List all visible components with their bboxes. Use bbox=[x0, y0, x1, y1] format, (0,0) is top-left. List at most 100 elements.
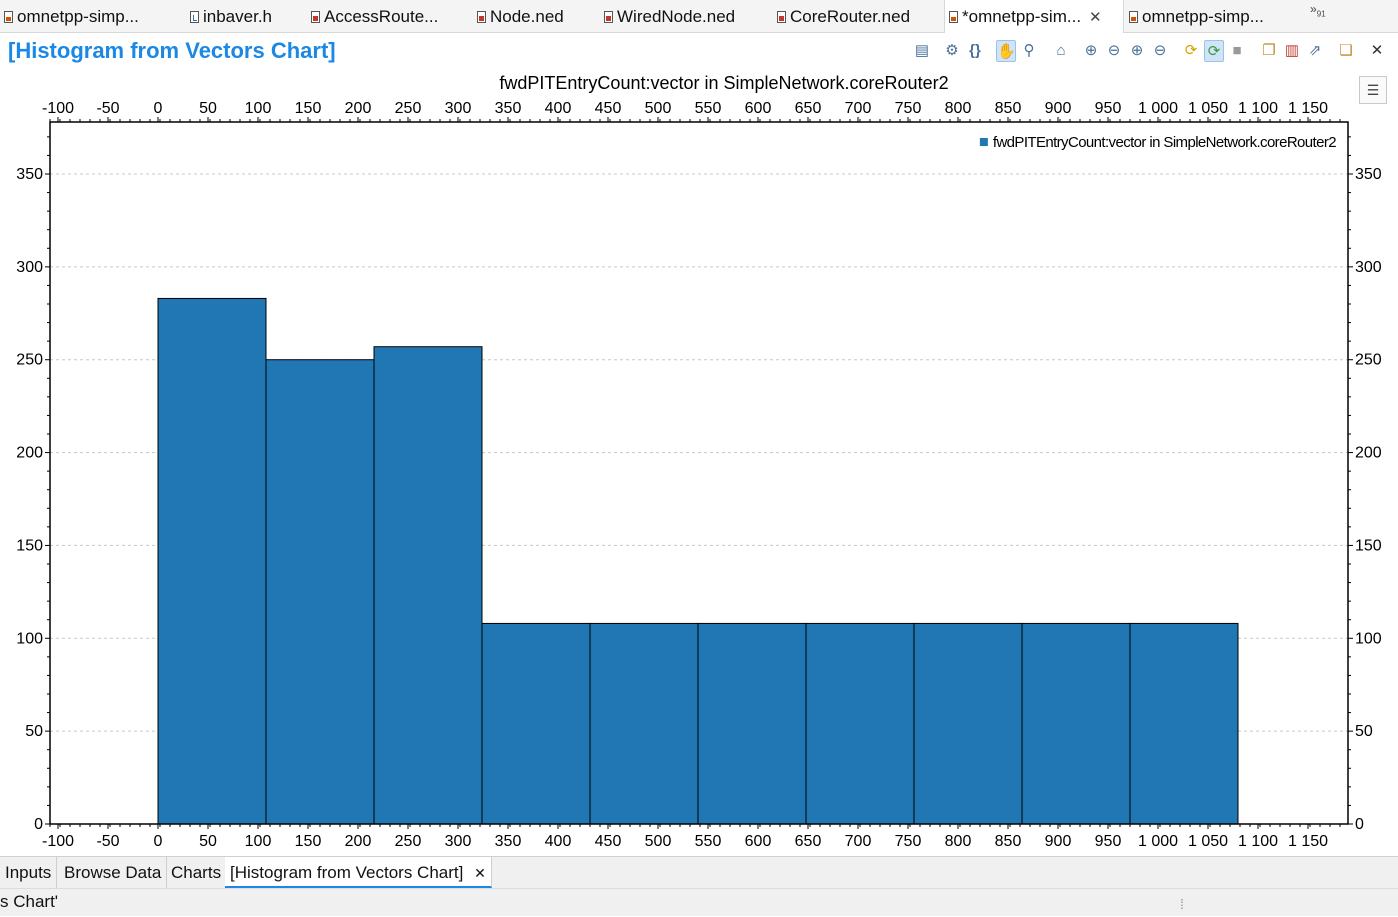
x-tick-label-bottom: 0 bbox=[154, 833, 163, 850]
export-chart-icon[interactable]: ▥ bbox=[1284, 42, 1300, 59]
x-tick-label-top: 1 100 bbox=[1238, 100, 1278, 117]
zoom-icon[interactable]: ⚲ bbox=[1023, 42, 1035, 59]
plot-area-frame bbox=[49, 121, 1349, 825]
tab-histogram-chart[interactable]: [Histogram from Vectors Chart] ✕ bbox=[225, 857, 492, 888]
editor-tab-corerouter-ned[interactable]: CoreRouter.ned bbox=[773, 0, 943, 33]
zoom-out-vertical-icon[interactable]: ⊖ bbox=[1153, 42, 1167, 59]
histogram-bar bbox=[157, 297, 267, 825]
status-bar: s Chart' ⁞ bbox=[0, 888, 1398, 916]
x-tick-label-bottom: 450 bbox=[595, 833, 622, 850]
zoom-out-horizontal-icon[interactable]: ⊖ bbox=[1107, 42, 1121, 59]
x-tick-label-top: 550 bbox=[695, 100, 722, 117]
braces-icon[interactable]: {} bbox=[969, 42, 981, 59]
chart-toolbar: ▤ ⚙ {} ✋ ⚲ ⌂ ⊕ ⊖ ⊕ ⊖ ⟳ ⟳ ■ ❐ ▥ ⇗ ❏ ✕ bbox=[912, 40, 1392, 64]
save-icon[interactable]: ▤ bbox=[914, 42, 930, 59]
tab-charts[interactable]: Charts bbox=[166, 857, 228, 888]
export-image-icon[interactable]: ⇗ bbox=[1308, 42, 1322, 59]
anf-file-icon bbox=[4, 11, 13, 23]
editor-tab-label: *omnetpp-sim... bbox=[962, 7, 1082, 26]
axis-ticks bbox=[45, 117, 1353, 829]
x-tick-label-top: -50 bbox=[96, 100, 119, 117]
tab-inputs[interactable]: Inputs bbox=[0, 857, 58, 888]
editor-tab-wirednode-ned[interactable]: WiredNode.ned bbox=[600, 0, 772, 33]
x-tick-label-bottom: 50 bbox=[199, 833, 217, 850]
status-text: s Chart' bbox=[0, 892, 59, 911]
close-tab-icon[interactable]: ✕ bbox=[1089, 9, 1102, 26]
home-icon[interactable]: ⌂ bbox=[1056, 42, 1066, 59]
editor-tab-omnetpp-simp-1[interactable]: omnetpp-simp... bbox=[0, 0, 185, 33]
editor-tab-omnetpp-simp-2[interactable]: omnetpp-simp... bbox=[1125, 0, 1300, 33]
editor-tab-label: inbaver.h bbox=[203, 7, 272, 26]
zoom-in-vertical-icon[interactable]: ⊕ bbox=[1130, 42, 1144, 59]
editor-tab-label: AccessRoute... bbox=[324, 7, 439, 26]
histogram-bar bbox=[1129, 622, 1239, 825]
histogram-bar bbox=[1021, 622, 1131, 825]
histogram-bar bbox=[805, 622, 915, 825]
x-tick-label-top: 100 bbox=[245, 100, 272, 117]
close-tab-icon[interactable]: ✕ bbox=[474, 865, 486, 881]
copy-icon[interactable]: ❐ bbox=[1262, 42, 1276, 59]
x-tick-label-top: 1 150 bbox=[1288, 100, 1328, 117]
histogram-chart[interactable]: -100 -100 -50 -50 0 0 50 50 100 100 150 150 200 200 25… bbox=[0, 70, 1398, 856]
histogram-bar bbox=[373, 346, 483, 825]
x-tick-label-top: 500 bbox=[645, 100, 672, 117]
editor-tab-label: omnetpp-simp... bbox=[1142, 7, 1264, 26]
y-tick-label-left: 50 bbox=[25, 723, 43, 740]
x-tick-label-top: 350 bbox=[495, 100, 522, 117]
editor-tab-label: WiredNode.ned bbox=[617, 7, 736, 26]
editor-tab-omnetpp-sim-active[interactable]: *omnetpp-sim... ✕ bbox=[944, 0, 1124, 33]
x-tick-label-bottom: 200 bbox=[345, 833, 372, 850]
x-tick-label-top: 650 bbox=[795, 100, 822, 117]
editor-tab-label: Node.ned bbox=[490, 7, 564, 26]
x-tick-label-bottom: 1 050 bbox=[1188, 833, 1228, 850]
anf-file-icon bbox=[1129, 11, 1138, 23]
x-tick-label-top: 450 bbox=[595, 100, 622, 117]
x-tick-label-top: 400 bbox=[545, 100, 572, 117]
ned-file-icon bbox=[477, 11, 486, 23]
outline-list-icon[interactable]: ☰ bbox=[1359, 76, 1387, 104]
editor-tab-accessroute[interactable]: AccessRoute... bbox=[307, 0, 472, 33]
settings-icon[interactable]: ⚙ bbox=[945, 42, 959, 59]
y-tick-label-right: 300 bbox=[1355, 259, 1382, 276]
histogram-bar bbox=[265, 359, 375, 825]
new-chart-icon[interactable]: ❏ bbox=[1339, 42, 1353, 59]
x-tick-label-top: 600 bbox=[745, 100, 772, 117]
legend-entry: fwdPITEntryCount:vector in SimpleNetwork… bbox=[993, 134, 1336, 151]
x-tick-label-bottom: 1 150 bbox=[1288, 833, 1328, 850]
y-tick-label-left: 100 bbox=[16, 630, 43, 647]
legend-swatch bbox=[979, 138, 988, 146]
editor-tab-bar: omnetpp-simp... inbaver.h AccessRoute...… bbox=[0, 0, 1398, 33]
x-tick-label-top: -100 bbox=[42, 100, 74, 117]
x-tick-label-top: 950 bbox=[1095, 100, 1122, 117]
editor-tab-label: CoreRouter.ned bbox=[790, 7, 911, 26]
anf-file-icon bbox=[949, 11, 958, 23]
x-tick-label-bottom: 1 000 bbox=[1138, 833, 1178, 850]
x-tick-label-bottom: 850 bbox=[995, 833, 1022, 850]
x-tick-label-bottom: 950 bbox=[1095, 833, 1122, 850]
chart-legend[interactable]: fwdPITEntryCount:vector in SimpleNetwork… bbox=[979, 134, 1337, 151]
x-tick-label-top: 1 000 bbox=[1138, 100, 1178, 117]
editor-tab-node-ned[interactable]: Node.ned bbox=[473, 0, 599, 33]
y-tick-label-left: 350 bbox=[16, 166, 43, 183]
stop-icon[interactable]: ■ bbox=[1232, 42, 1242, 59]
close-icon[interactable]: ✕ bbox=[1370, 42, 1384, 59]
tab-overflow-button[interactable]: »91 bbox=[1310, 2, 1326, 18]
histogram-bar bbox=[481, 622, 591, 825]
x-tick-label-bottom: 800 bbox=[945, 833, 972, 850]
refresh-icon[interactable]: ⟳ bbox=[1184, 42, 1198, 59]
axis-tick-labels: -100 -100 -50 -50 0 0 50 50 100 100 150 150 200 200 25… bbox=[16, 100, 1382, 850]
histogram-bars bbox=[157, 297, 1239, 825]
x-tick-label-bottom: 250 bbox=[395, 833, 422, 850]
x-tick-label-bottom: 400 bbox=[545, 833, 572, 850]
editor-tab-inbaver-h[interactable]: inbaver.h bbox=[186, 0, 306, 33]
x-tick-label-bottom: 100 bbox=[245, 833, 272, 850]
ned-file-icon bbox=[311, 11, 320, 23]
x-tick-label-bottom: 750 bbox=[895, 833, 922, 850]
refresh-auto-icon[interactable]: ⟳ bbox=[1204, 40, 1224, 62]
hand-pan-icon[interactable]: ✋ bbox=[996, 40, 1016, 62]
x-tick-label-bottom: 1 100 bbox=[1238, 833, 1278, 850]
x-tick-label-top: 50 bbox=[199, 100, 217, 117]
zoom-in-horizontal-icon[interactable]: ⊕ bbox=[1084, 42, 1098, 59]
tab-browse-data[interactable]: Browse Data bbox=[59, 857, 168, 888]
overflow-count: 91 bbox=[1316, 9, 1326, 19]
